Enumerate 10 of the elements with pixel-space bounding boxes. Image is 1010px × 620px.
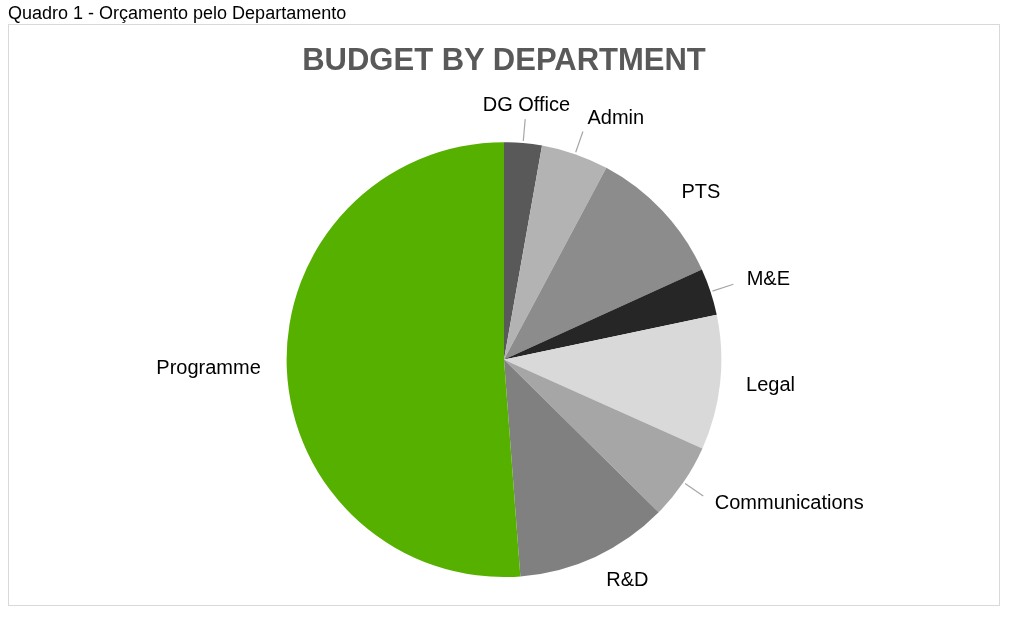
slice-label: Programme [156,356,261,379]
chart-title: BUDGET BY DEPARTMENT [302,42,706,78]
slice-label: Communications [714,491,864,514]
slice-label: Legal [746,373,795,396]
slice-label: DG Office [482,92,571,115]
slice-label: R&D [606,568,649,590]
slice-label: Admin [587,105,645,128]
slice-label: PTS [681,180,721,203]
text: Quadro 1 - Orçamento pelo Departamento [8,2,348,24]
slice-label: M&E [746,267,790,290]
